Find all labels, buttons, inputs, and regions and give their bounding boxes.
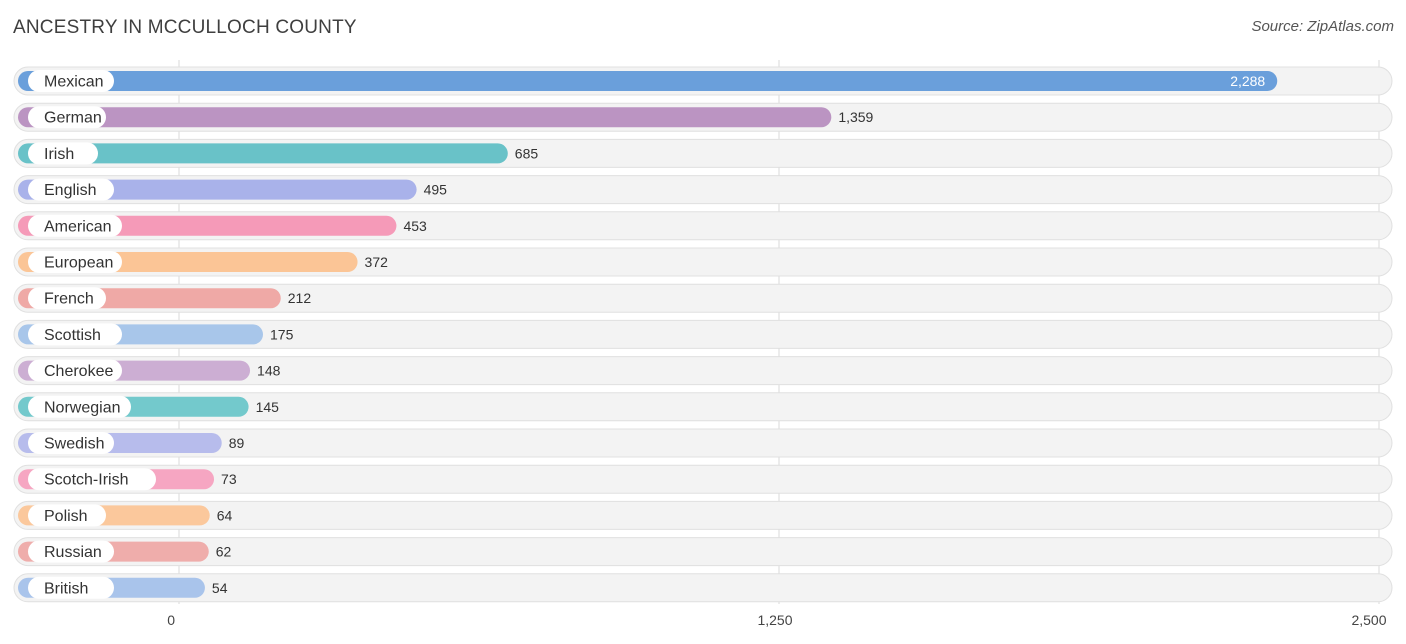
value-label: 212	[288, 290, 312, 306]
category-label: European	[44, 255, 113, 272]
category-label-pill	[28, 142, 98, 165]
x-tick-label: 2,500	[1351, 612, 1386, 628]
category-label-pill	[28, 468, 156, 491]
value-label: 372	[365, 254, 389, 270]
category-label: British	[44, 580, 88, 597]
row-track	[13, 464, 1393, 494]
bar-row-mexican: Mexican 2,288	[18, 70, 1278, 92]
row-track	[13, 573, 1393, 603]
row-track	[13, 283, 1393, 313]
value-label: 453	[403, 218, 427, 234]
category-label-pill	[28, 504, 106, 527]
row-track	[13, 500, 1393, 530]
value-label: 54	[212, 580, 228, 596]
category-label-pill	[28, 178, 114, 201]
row-track	[13, 428, 1393, 458]
category-label-pill	[28, 395, 131, 418]
value-label: 1,359	[838, 109, 873, 125]
value-label: 64	[217, 507, 233, 523]
bar-row-norwegian: Norwegian 145	[18, 395, 280, 418]
x-axis: 0 1,250 2,500	[167, 612, 1387, 628]
bar-row-english: English 495	[18, 178, 448, 201]
bar-row-british: British 54	[18, 576, 228, 599]
category-label: Norwegian	[44, 399, 120, 416]
source-label: Source: ZipAtlas.com	[1251, 18, 1394, 35]
category-label: Irish	[44, 146, 74, 163]
bar-row-swedish: Swedish 89	[18, 432, 245, 454]
value-label: 62	[216, 544, 232, 560]
value-label: 148	[257, 363, 281, 379]
category-label: Mexican	[44, 74, 104, 91]
category-label-pill	[28, 214, 122, 237]
value-label: 495	[424, 182, 448, 198]
row-track	[13, 356, 1393, 386]
value-label: 685	[515, 145, 539, 161]
row-track	[13, 319, 1393, 349]
category-label-pill	[28, 540, 114, 563]
value-label: 89	[229, 435, 245, 451]
bar-row-american: American 453	[18, 214, 427, 237]
value-label: 145	[256, 399, 280, 415]
category-label-pill	[28, 576, 114, 599]
bar	[18, 143, 508, 164]
bar	[18, 71, 1278, 91]
bar-row-scottish: Scottish 175	[18, 323, 294, 346]
bar-row-cherokee: Cherokee 148	[18, 359, 281, 382]
category-label: American	[44, 218, 112, 235]
category-label-pill	[28, 287, 106, 310]
category-label-pill	[28, 432, 114, 454]
category-label-pill	[28, 106, 106, 129]
bar	[18, 179, 417, 200]
category-label: Cherokee	[44, 363, 113, 380]
category-label: Swedish	[44, 436, 104, 453]
category-label: Scottish	[44, 327, 101, 344]
category-label-pill	[28, 251, 122, 273]
value-label: 73	[221, 471, 237, 487]
row-track	[13, 392, 1393, 422]
x-tick-label: 1,250	[757, 612, 792, 628]
bar-row-russian: Russian 62	[18, 540, 232, 563]
category-label: Russian	[44, 544, 102, 561]
bar-row-french: French 212	[18, 287, 312, 310]
value-label: 175	[270, 326, 294, 342]
category-label-pill	[28, 70, 114, 92]
bar-row-irish: Irish 685	[18, 142, 539, 165]
bar-row-german: German 1,359	[18, 106, 874, 129]
x-tick-label: 0	[167, 612, 175, 628]
bar-row-scotch-irish: Scotch-Irish 73	[18, 468, 237, 491]
category-label-pill	[28, 359, 122, 382]
category-label: French	[44, 291, 94, 308]
value-label: 2,288	[1230, 73, 1265, 89]
chart-title: ANCESTRY IN MCCULLOCH COUNTY	[13, 17, 357, 38]
category-label: Polish	[44, 508, 88, 525]
bar-row-european: European 372	[18, 251, 388, 273]
category-label-pill	[28, 323, 122, 346]
bar	[18, 107, 832, 128]
category-label: German	[44, 110, 102, 127]
category-label: Scotch-Irish	[44, 472, 128, 489]
category-label: English	[44, 182, 96, 199]
bars-layer: Mexican 2,288 German 1,359 Irish 685 English 49…	[13, 66, 1393, 603]
row-track	[13, 537, 1393, 567]
bar-row-polish: Polish 64	[18, 504, 233, 527]
row-track	[13, 247, 1393, 277]
